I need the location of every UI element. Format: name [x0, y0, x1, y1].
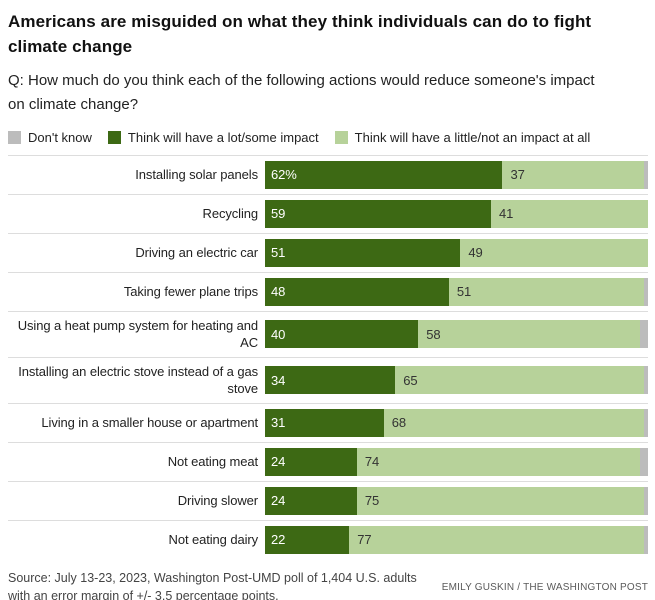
no-impact-segment: 58: [418, 320, 641, 349]
legend-item-dont-know: Don't know: [8, 130, 92, 145]
dont-know-segment: [640, 320, 648, 349]
dont-know-segment: [644, 160, 648, 189]
row-label: Living in a smaller house or apartment: [41, 415, 258, 431]
no-impact-segment: 77: [349, 525, 645, 554]
row-label: Installing solar panels: [135, 167, 258, 182]
no-impact-value: 58: [426, 326, 441, 342]
stacked-bar: 40 58: [265, 320, 648, 349]
no-impact-value: 49: [468, 245, 483, 261]
stacked-bar: 24 75: [265, 486, 648, 515]
impact-value: 48: [271, 284, 286, 300]
legend-swatch-light-green: [334, 130, 348, 144]
stacked-bar: 34 65: [265, 366, 648, 395]
row-label: Recycling: [202, 206, 259, 221]
row-label: Driving slower: [177, 493, 258, 509]
chart-row: Using a heat pump system for heating and…: [8, 310, 648, 357]
legend-label: Think will have a lot/some impact: [127, 129, 319, 145]
dont-know-segment: [644, 408, 648, 437]
dont-know-segment: [644, 486, 648, 515]
no-impact-segment: 51: [448, 277, 645, 306]
chart-footer: Source: July 13-23, 2023, Washington Pos…: [8, 569, 648, 600]
row-label: Driving an electric car: [135, 245, 258, 260]
dont-know-segment: [644, 366, 648, 395]
impact-segment: 31: [265, 408, 384, 437]
dont-know-segment: [644, 525, 648, 554]
impact-value: 62%: [271, 167, 297, 183]
impact-segment: 22: [265, 525, 350, 554]
impact-segment: 40: [265, 320, 419, 349]
no-impact-segment: 41: [490, 199, 648, 228]
no-impact-segment: 74: [356, 447, 641, 476]
legend-swatch-gray: [8, 130, 21, 144]
dont-know-segment: [644, 277, 648, 306]
chart-row: Driving an electric car 51 49: [8, 232, 648, 272]
impact-segment: 62%: [265, 160, 503, 189]
stacked-bar: 48 51: [265, 277, 648, 306]
impact-value: 31: [271, 415, 286, 431]
impact-segment: 24: [265, 486, 357, 515]
stacked-bar: 31 68: [265, 408, 648, 437]
impact-value: 51: [271, 245, 286, 261]
row-label: Taking fewer plane trips: [123, 284, 258, 299]
row-label: Not eating meat: [167, 454, 258, 470]
chart-question: Q: How much do you think each of the fol…: [8, 72, 595, 113]
chart-row: Installing an electric stove instead of …: [8, 356, 648, 403]
no-impact-segment: 49: [460, 238, 648, 267]
impact-value: 24: [271, 454, 286, 470]
chart-row: Living in a smaller house or apartment 3…: [8, 402, 648, 442]
chart-title: Americans are misguided on what they thi…: [8, 12, 592, 56]
dont-know-segment: [640, 447, 648, 476]
stacked-bar: 24 74: [265, 447, 648, 476]
chart-row: Driving slower 24 75: [8, 480, 648, 520]
row-label: Not eating dairy: [168, 532, 259, 548]
legend: Don't know Think will have a lot/some im…: [8, 130, 648, 145]
chart-row: Installing solar panels 62% 37: [8, 154, 648, 194]
chart-row: Taking fewer plane trips 48 51: [8, 271, 648, 311]
no-impact-segment: 68: [383, 408, 645, 437]
impact-value: 40: [271, 326, 286, 342]
no-impact-value: 51: [456, 284, 472, 300]
stacked-bar: 59 41: [265, 199, 648, 228]
impact-segment: 51: [265, 238, 461, 267]
stacked-bar: 22 77: [265, 525, 648, 554]
row-label: Installing an electric stove instead of …: [18, 363, 258, 397]
no-impact-value: 77: [357, 532, 372, 548]
stacked-bar: 62% 37: [265, 160, 648, 189]
no-impact-value: 75: [364, 493, 380, 509]
no-impact-segment: 37: [502, 160, 645, 189]
no-impact-value: 65: [403, 372, 418, 388]
byline-credit: EMILY GUSKIN / THE WASHINGTON POST: [441, 581, 648, 593]
impact-segment: 48: [265, 277, 449, 306]
legend-label: Think will have a little/not an impact a…: [354, 129, 591, 145]
impact-value: 24: [271, 493, 286, 509]
stacked-bar: 51 49: [265, 238, 648, 267]
impact-segment: 59: [265, 199, 491, 228]
bar-chart: Installing solar panels 62% 37 Recycling…: [8, 154, 648, 559]
legend-label: Don't know: [28, 129, 92, 145]
legend-item-impact: Think will have a lot/some impact: [107, 129, 319, 145]
source-note: Source: July 13-23, 2023, Washington Pos…: [8, 570, 417, 600]
no-impact-value: 37: [510, 167, 525, 183]
legend-item-no-impact: Think will have a little/not an impact a…: [334, 129, 591, 145]
no-impact-segment: 75: [356, 486, 645, 515]
no-impact-value: 68: [391, 415, 406, 431]
chart-row: Recycling 59 41: [8, 193, 648, 233]
no-impact-segment: 65: [395, 366, 645, 395]
impact-segment: 34: [265, 366, 396, 395]
impact-value: 34: [271, 372, 286, 388]
impact-value: 22: [271, 532, 286, 548]
chart-row: Not eating dairy 22 77: [8, 519, 648, 559]
impact-segment: 24: [265, 447, 357, 476]
no-impact-value: 41: [498, 206, 514, 222]
row-label: Using a heat pump system for heating and…: [17, 317, 258, 351]
legend-swatch-dark-green: [107, 130, 121, 144]
chart-row: Not eating meat 24 74: [8, 441, 648, 481]
impact-value: 59: [271, 206, 286, 222]
no-impact-value: 74: [364, 454, 380, 470]
